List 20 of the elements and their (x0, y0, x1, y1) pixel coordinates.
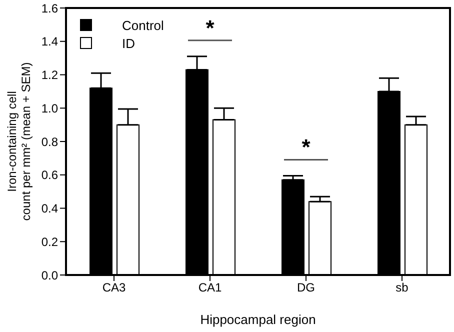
y-tick-label: 0.0 (41, 268, 58, 282)
x-tick-label: sb (396, 280, 409, 295)
bar (282, 179, 304, 275)
y-tick-label: 1.0 (41, 101, 58, 116)
legend-label: Control (122, 18, 164, 32)
y-tick-label: 0.2 (41, 234, 58, 249)
y-tick-label: 1.6 (41, 1, 58, 16)
x-tick-label: CA1 (198, 280, 222, 295)
y-tick-label: 1.2 (41, 68, 58, 82)
x-tick-label: DG (297, 280, 315, 295)
legend-label: ID (122, 36, 135, 50)
y-tick-label: 1.4 (41, 34, 58, 49)
y-tick-label: 0.4 (41, 202, 58, 216)
annotation: * (206, 15, 215, 40)
y-tick-label: 0.6 (41, 168, 58, 182)
x-tick-label: CA3 (102, 280, 126, 295)
annotation: * (302, 134, 311, 160)
y-axis-title: Iron-containing cell count per mm² (mean + SEM) (5, 62, 33, 221)
y-tick-label: 0.8 (41, 134, 58, 149)
x-axis-title: Hippocampal region (200, 312, 316, 327)
